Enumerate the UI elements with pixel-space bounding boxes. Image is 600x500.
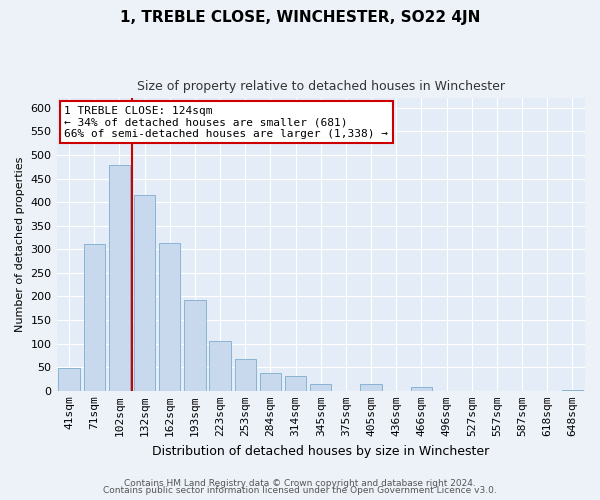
Bar: [184, 300, 206, 391]
X-axis label: Distribution of detached houses by size in Winchester: Distribution of detached houses by size …: [152, 444, 490, 458]
Title: Size of property relative to detached houses in Winchester: Size of property relative to detached ho…: [137, 80, 505, 93]
Bar: [235, 358, 256, 391]
Y-axis label: Number of detached properties: Number of detached properties: [15, 157, 25, 332]
Text: Contains public sector information licensed under the Open Government Licence v3: Contains public sector information licen…: [103, 486, 497, 495]
Bar: [109, 165, 130, 391]
Text: 1, TREBLE CLOSE, WINCHESTER, SO22 4JN: 1, TREBLE CLOSE, WINCHESTER, SO22 4JN: [120, 10, 480, 25]
Bar: [134, 195, 155, 391]
Text: Contains HM Land Registry data © Crown copyright and database right 2024.: Contains HM Land Registry data © Crown c…: [124, 478, 476, 488]
Bar: [361, 384, 382, 391]
Bar: [285, 376, 307, 391]
Bar: [159, 242, 181, 391]
Bar: [260, 373, 281, 391]
Bar: [209, 342, 231, 391]
Bar: [58, 368, 80, 391]
Bar: [310, 384, 331, 391]
Bar: [411, 386, 432, 391]
Text: 1 TREBLE CLOSE: 124sqm
← 34% of detached houses are smaller (681)
66% of semi-de: 1 TREBLE CLOSE: 124sqm ← 34% of detached…: [64, 106, 388, 139]
Bar: [83, 244, 105, 391]
Bar: [562, 390, 583, 391]
